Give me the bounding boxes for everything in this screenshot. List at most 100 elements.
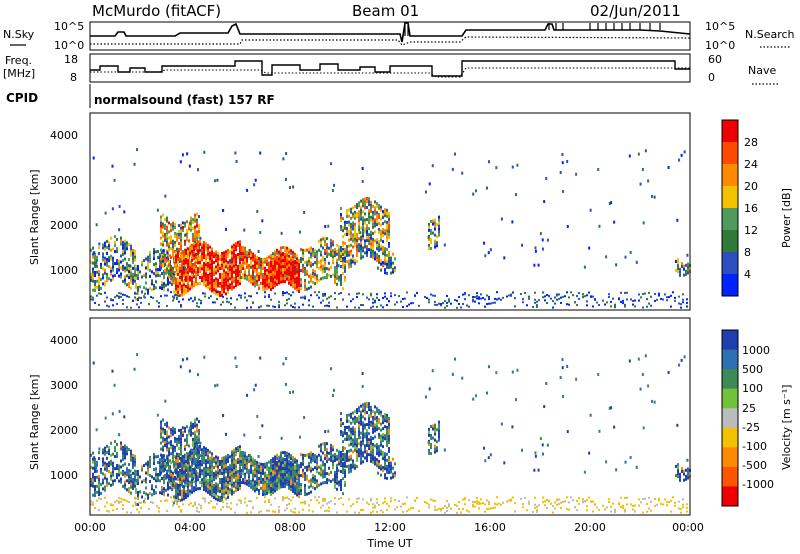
power-cell bbox=[124, 245, 126, 249]
velocity-cell bbox=[173, 480, 175, 484]
power-cell bbox=[320, 265, 322, 269]
velocity-cell bbox=[191, 484, 193, 488]
power-cell bbox=[472, 300, 474, 303]
velocity-cell bbox=[114, 446, 116, 450]
velocity-cell bbox=[676, 423, 679, 427]
velocity-cell bbox=[438, 432, 440, 436]
velocity-cell bbox=[588, 451, 591, 455]
power-cell bbox=[276, 282, 278, 286]
power-cell bbox=[193, 254, 195, 258]
power-cell bbox=[266, 286, 268, 290]
velocity-cell bbox=[149, 461, 151, 465]
power-cell bbox=[225, 250, 227, 254]
power-cell bbox=[372, 243, 374, 247]
velocity-cell bbox=[219, 459, 221, 463]
power-cell bbox=[282, 259, 284, 263]
power-cell bbox=[322, 267, 324, 271]
power-cell bbox=[256, 267, 258, 271]
power-cell bbox=[254, 254, 256, 258]
power-cell bbox=[181, 272, 183, 276]
power-cell bbox=[534, 249, 537, 253]
velocity-cell bbox=[163, 493, 165, 497]
power-cell bbox=[328, 296, 330, 299]
velocity-cell bbox=[356, 465, 358, 469]
velocity-cell bbox=[274, 486, 276, 490]
power-cell bbox=[642, 221, 645, 225]
power-cell bbox=[166, 219, 168, 223]
power-cell bbox=[134, 252, 136, 256]
power-cell bbox=[102, 255, 104, 259]
velocity-cell bbox=[336, 478, 338, 482]
power-cell bbox=[175, 257, 177, 261]
power-cell bbox=[175, 263, 177, 267]
power-cell bbox=[292, 272, 294, 276]
power-cell bbox=[288, 254, 290, 258]
velocity-cell bbox=[235, 474, 237, 478]
velocity-cell bbox=[276, 484, 278, 488]
power-cell bbox=[244, 255, 246, 259]
power-cell bbox=[314, 261, 316, 265]
power-cell bbox=[179, 263, 181, 267]
velocity-cell bbox=[350, 433, 352, 437]
power-cell bbox=[372, 225, 374, 229]
velocity-cell bbox=[233, 466, 235, 470]
power-cell bbox=[188, 164, 191, 168]
power-cell bbox=[378, 206, 380, 210]
velocity-cell bbox=[160, 420, 162, 424]
power-cell bbox=[400, 300, 402, 303]
velocity-cell bbox=[209, 456, 211, 460]
velocity-cell bbox=[205, 486, 207, 490]
velocity-cell bbox=[201, 457, 203, 461]
velocity-cell bbox=[168, 450, 170, 454]
velocity-cell bbox=[354, 466, 356, 470]
velocity-cell bbox=[288, 498, 290, 501]
power-cell bbox=[502, 296, 504, 299]
velocity-cell bbox=[181, 426, 184, 430]
velocity-cell bbox=[246, 511, 248, 514]
power-cell bbox=[681, 261, 683, 265]
power-cell bbox=[240, 249, 242, 253]
power-cell bbox=[203, 277, 205, 281]
power-cell bbox=[364, 212, 366, 216]
power-cell bbox=[233, 267, 235, 271]
power-cell bbox=[233, 264, 235, 268]
velocity-cell bbox=[223, 471, 225, 475]
power-cell bbox=[358, 249, 360, 253]
power-cell bbox=[193, 281, 195, 285]
velocity-cell bbox=[292, 455, 294, 459]
velocity-cell bbox=[358, 415, 360, 419]
power-cell bbox=[258, 260, 260, 264]
velocity-cell bbox=[197, 451, 199, 455]
velocity-cell bbox=[213, 484, 215, 488]
velocity-cell bbox=[216, 503, 218, 506]
power-cell bbox=[223, 257, 225, 261]
power-cell bbox=[155, 268, 157, 272]
velocity-cell bbox=[153, 489, 155, 493]
velocity-cell bbox=[124, 462, 126, 466]
velocity-cell bbox=[111, 412, 114, 416]
power-cell bbox=[227, 278, 229, 282]
velocity-cell bbox=[185, 490, 187, 494]
velocity-cell bbox=[114, 449, 116, 453]
velocity-cell bbox=[100, 467, 102, 471]
velocity-cell bbox=[225, 479, 227, 483]
velocity-cell bbox=[338, 459, 340, 463]
velocity-cell bbox=[178, 446, 180, 450]
power-cell bbox=[292, 278, 294, 282]
velocity-cell bbox=[227, 465, 229, 469]
power-cell bbox=[166, 304, 168, 307]
power-cell bbox=[278, 254, 280, 258]
power-cell bbox=[358, 210, 360, 214]
velocity-cell bbox=[112, 452, 114, 456]
power-cell bbox=[386, 265, 388, 269]
power-cell bbox=[102, 273, 104, 277]
velocity-cell bbox=[207, 466, 209, 470]
power-cell bbox=[346, 214, 348, 218]
power-cell bbox=[258, 284, 260, 288]
velocity-cell bbox=[185, 484, 187, 488]
velocity-cell bbox=[174, 436, 176, 440]
velocity-cell bbox=[145, 471, 147, 475]
power-cell bbox=[326, 252, 328, 256]
power-cell bbox=[231, 263, 233, 267]
velocity-cell bbox=[233, 469, 235, 473]
